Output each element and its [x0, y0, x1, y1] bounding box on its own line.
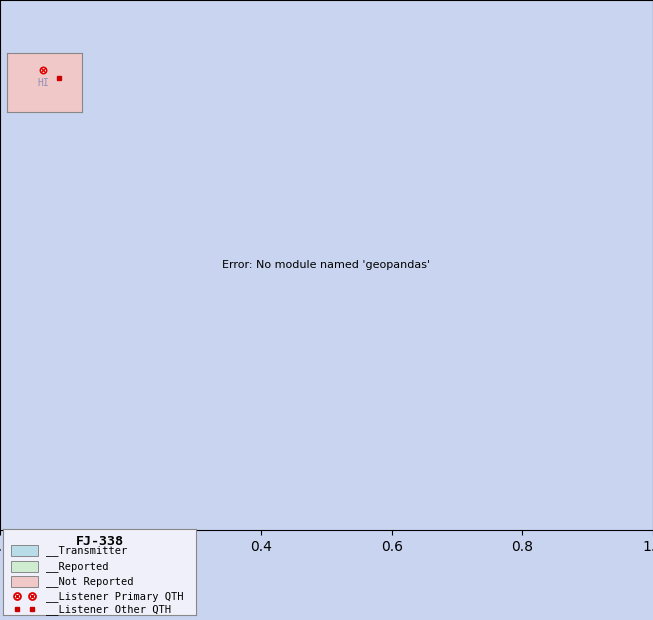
- Text: Error: No module named 'geopandas': Error: No module named 'geopandas': [223, 260, 430, 270]
- Text: __Reported: __Reported: [46, 561, 108, 572]
- Bar: [11, 546, 38, 556]
- Text: HI: HI: [38, 78, 50, 88]
- Text: FJ-338: FJ-338: [76, 536, 123, 549]
- Bar: [11, 576, 38, 587]
- Text: __Listener Other QTH: __Listener Other QTH: [46, 604, 170, 614]
- Text: __Not Reported: __Not Reported: [46, 576, 133, 587]
- Text: __Transmitter: __Transmitter: [46, 546, 127, 556]
- Bar: [11, 560, 38, 572]
- Text: __Listener Primary QTH: __Listener Primary QTH: [46, 591, 183, 601]
